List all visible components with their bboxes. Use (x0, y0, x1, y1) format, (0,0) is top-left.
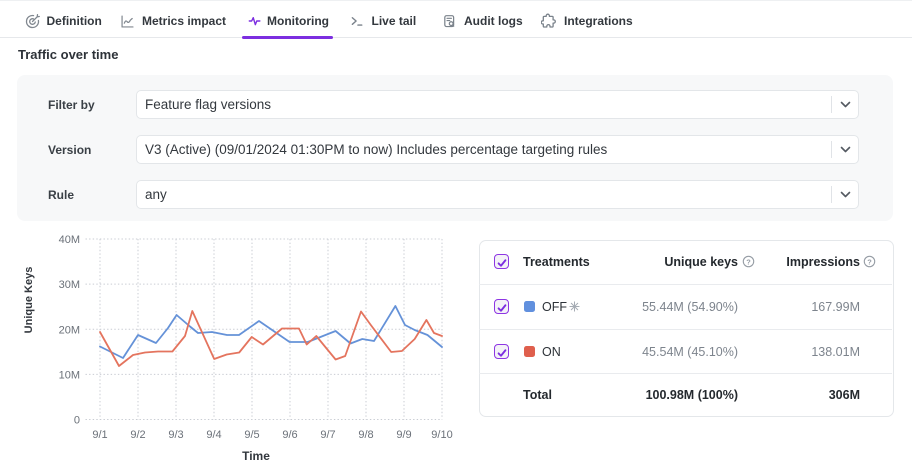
svg-text:0: 0 (74, 415, 80, 427)
svg-text:9/10: 9/10 (431, 429, 452, 441)
svg-text:20M: 20M (59, 324, 80, 336)
svg-text:9/7: 9/7 (320, 429, 335, 441)
svg-text:9/5: 9/5 (244, 429, 259, 441)
svg-text:9/4: 9/4 (206, 429, 221, 441)
svg-text:9/8: 9/8 (358, 429, 373, 441)
svg-text:Time: Time (242, 449, 270, 463)
svg-text:9/2: 9/2 (130, 429, 145, 441)
svg-text:?: ? (867, 257, 872, 266)
svg-text:40M: 40M (59, 234, 80, 246)
svg-text:?: ? (746, 257, 751, 266)
svg-text:9/1: 9/1 (92, 429, 107, 441)
svg-text:9/3: 9/3 (168, 429, 183, 441)
svg-text:30M: 30M (59, 279, 80, 291)
svg-text:10M: 10M (59, 369, 80, 381)
svg-text:9/9: 9/9 (396, 429, 411, 441)
svg-text:9/6: 9/6 (282, 429, 297, 441)
svg-text:Unique Keys: Unique Keys (23, 267, 35, 334)
